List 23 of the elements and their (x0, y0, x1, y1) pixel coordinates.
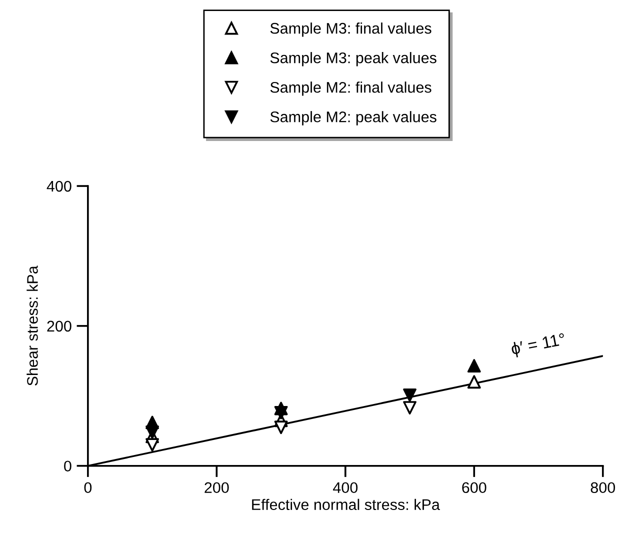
x-axis-title: Effective normal stress: kPa (252, 498, 440, 510)
point (146, 438, 160, 452)
y-axis-title: Shear stress: kPa (26, 266, 38, 386)
point (274, 420, 288, 434)
point (403, 401, 416, 414)
x-tick-label: 400 (333, 482, 358, 494)
x-tick-label: 200 (204, 482, 229, 494)
legend-label: Sample M2: peak values (270, 111, 436, 126)
point (467, 359, 481, 373)
legend-label: Sample M3: final values (270, 22, 432, 37)
annotation: ϕ′ = 11° (510, 332, 566, 358)
point (467, 375, 481, 389)
point (403, 388, 416, 402)
y-tick-label: 0 (64, 460, 72, 472)
point (274, 406, 288, 420)
y-tick-label: 400 (46, 180, 72, 192)
point (146, 426, 160, 439)
x-tick-label: 800 (590, 482, 616, 494)
x-tick-label: 600 (462, 482, 486, 494)
y-tick-label: 200 (47, 320, 72, 332)
legend-label: Sample M3: peak values (270, 52, 436, 66)
legend-label: Sample M2: final values (270, 82, 432, 96)
x-tick-label: 0 (84, 482, 92, 494)
